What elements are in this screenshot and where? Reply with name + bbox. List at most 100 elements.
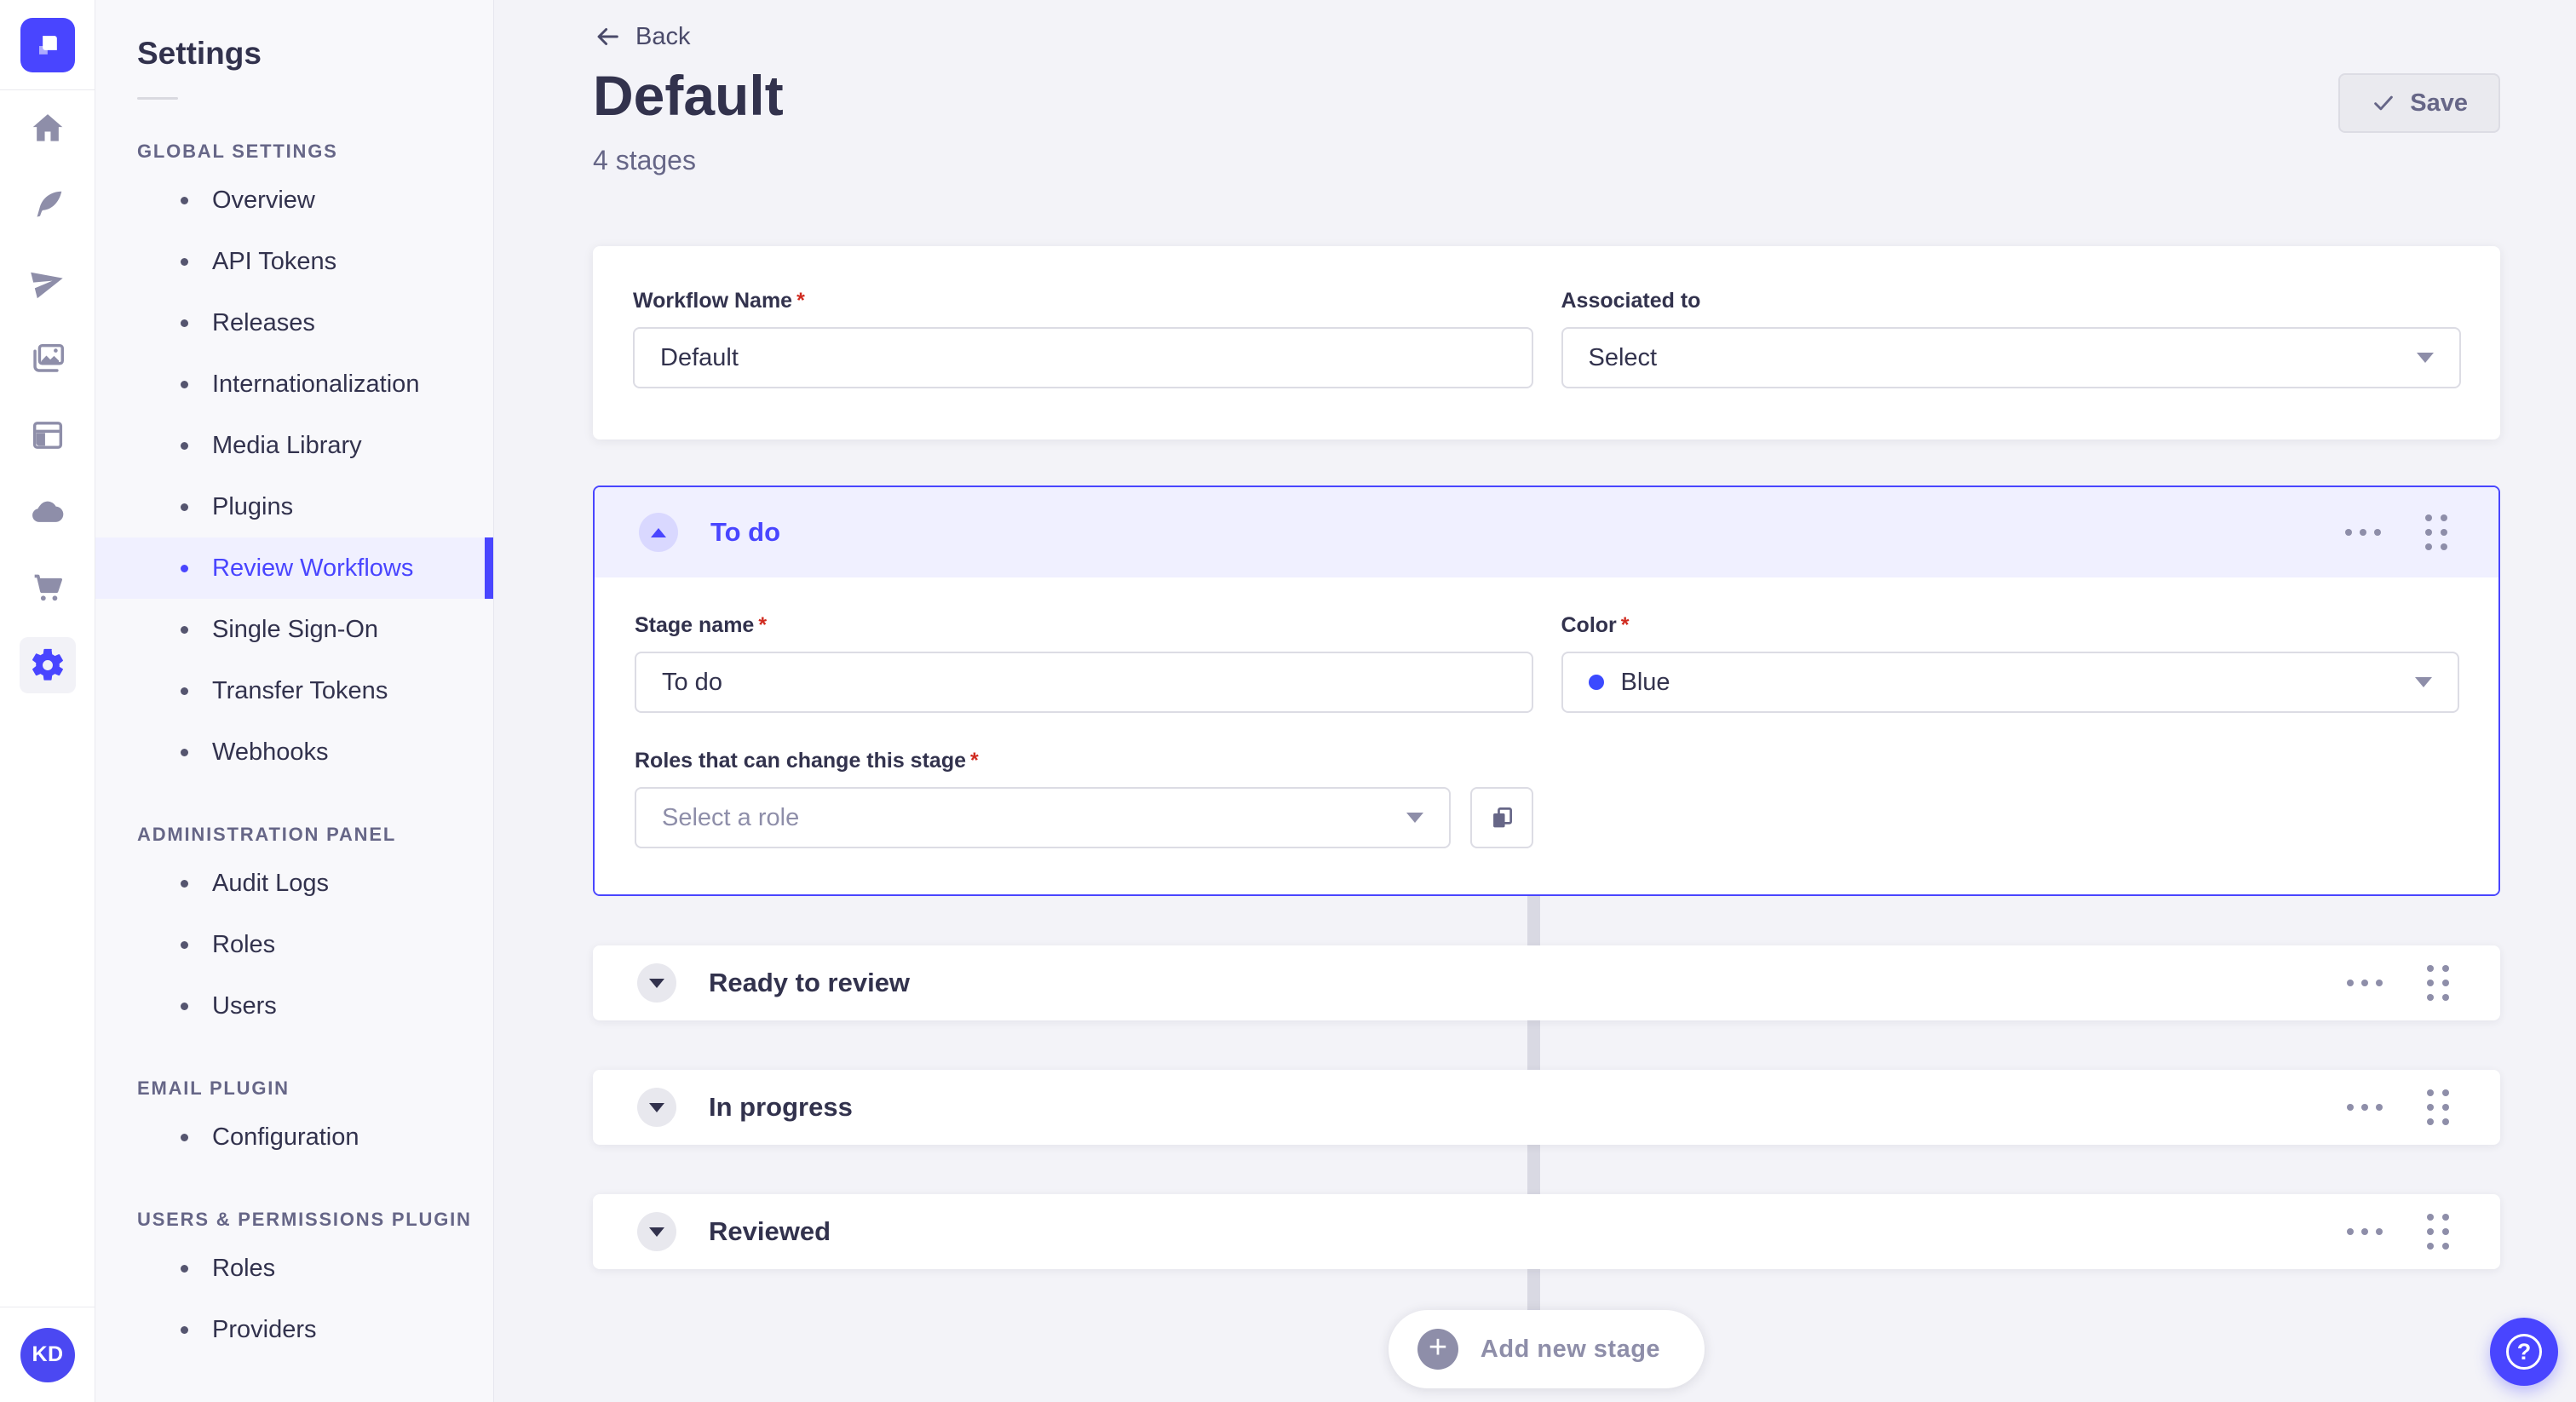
sidebar-item-review-workflows[interactable]: Review Workflows xyxy=(95,537,493,599)
stage-card-in-progress[interactable]: In progress xyxy=(593,1070,2500,1145)
section-administration-panel: ADMINISTRATION PANEL xyxy=(137,824,397,845)
add-stage-row: + Add new stage xyxy=(593,1310,2500,1388)
stage-actions xyxy=(2343,511,2451,554)
bullet-icon xyxy=(181,380,188,388)
sidebar-title: Settings xyxy=(137,36,262,71)
more-options-icon[interactable] xyxy=(2345,1221,2384,1242)
stages-section: To do Stage name Color xyxy=(593,486,2500,1388)
back-label: Back xyxy=(635,22,691,50)
bullet-icon xyxy=(181,196,188,204)
stage-color-field: Color Blue xyxy=(1561,613,2460,713)
stage-color-label: Color xyxy=(1561,613,2460,638)
sidebar-item-email-configuration[interactable]: Configuration xyxy=(95,1106,493,1168)
sidebar-item-admin-roles[interactable]: Roles xyxy=(95,914,493,975)
media-library-icon[interactable] xyxy=(0,320,95,397)
sidebar-item-media-library[interactable]: Media Library xyxy=(95,415,493,476)
stage-card-ready-to-review[interactable]: Ready to review xyxy=(593,945,2500,1020)
add-new-stage-button[interactable]: + Add new stage xyxy=(1388,1310,1705,1388)
plus-icon: + xyxy=(1417,1329,1458,1370)
sidebar-item-webhooks[interactable]: Webhooks xyxy=(95,721,493,783)
stage-title: Reviewed xyxy=(709,1216,831,1246)
chevron-up-icon xyxy=(651,527,666,537)
settings-active-tile xyxy=(19,637,76,693)
drag-handle-icon[interactable] xyxy=(2422,511,2451,554)
home-icon[interactable] xyxy=(0,90,95,167)
strapi-logo[interactable] xyxy=(20,17,75,72)
icon-rail: KD xyxy=(0,0,95,1402)
workflow-name-field: Workflow Name xyxy=(633,289,1533,388)
stage-card-reviewed[interactable]: Reviewed xyxy=(593,1194,2500,1269)
stage-roles-label: Roles that can change this stage xyxy=(635,749,1533,773)
layout-icon[interactable] xyxy=(0,397,95,474)
sidebar-item-releases[interactable]: Releases xyxy=(95,292,493,353)
section-users-permissions-plugin: USERS & PERMISSIONS PLUGIN xyxy=(137,1209,472,1230)
back-link[interactable]: Back xyxy=(593,22,690,51)
bullet-icon xyxy=(181,257,188,266)
help-button[interactable]: ? xyxy=(2490,1318,2558,1386)
chevron-down-icon xyxy=(649,1102,664,1112)
bullet-icon xyxy=(181,1264,188,1273)
sidebar-item-internationalization[interactable]: Internationalization xyxy=(95,353,493,415)
more-options-icon[interactable] xyxy=(2345,1097,2384,1118)
page-subtitle: 4 stages xyxy=(593,145,696,175)
section-global-settings: GLOBAL SETTINGS xyxy=(137,141,338,162)
sidebar-item-single-sign-on[interactable]: Single Sign-On xyxy=(95,599,493,660)
stage-todo-header[interactable]: To do xyxy=(595,487,2498,577)
stage-roles-select[interactable]: Select a role xyxy=(635,787,1451,848)
chevron-down-icon xyxy=(649,978,664,988)
bullet-icon xyxy=(181,503,188,511)
stage-name-field: Stage name xyxy=(635,613,1533,713)
bullet-icon xyxy=(181,687,188,695)
stage-name-input[interactable] xyxy=(635,652,1533,713)
chevron-down-icon xyxy=(2415,677,2432,687)
sidebar-item-plugins[interactable]: Plugins xyxy=(95,476,493,537)
cloud-icon[interactable] xyxy=(0,474,95,550)
more-options-icon[interactable] xyxy=(2345,973,2384,993)
cart-icon[interactable] xyxy=(0,550,95,627)
stage-name-label: Stage name xyxy=(635,613,1533,638)
sidebar-item-overview[interactable]: Overview xyxy=(95,170,493,231)
workflow-name-label: Workflow Name xyxy=(633,289,1533,313)
content-manager-feather-icon[interactable] xyxy=(0,167,95,244)
strapi-logo-icon xyxy=(38,35,57,55)
bullet-icon xyxy=(181,1325,188,1334)
more-options-icon[interactable] xyxy=(2343,522,2383,543)
sidebar-item-admin-users[interactable]: Users xyxy=(95,975,493,1037)
bullet-icon xyxy=(181,625,188,634)
section-email-plugin: EMAIL PLUGIN xyxy=(137,1077,290,1099)
stage-roles-field: Roles that can change this stage Select … xyxy=(635,749,1533,848)
associated-to-select[interactable]: Select xyxy=(1561,327,2461,388)
stage-color-select[interactable]: Blue xyxy=(1561,652,2459,713)
chevron-down-icon xyxy=(1406,813,1423,823)
sidebar-item-transfer-tokens[interactable]: Transfer Tokens xyxy=(95,660,493,721)
logo-block xyxy=(0,0,95,90)
stage-card-todo: To do Stage name Color xyxy=(593,486,2500,896)
sidebar-item-up-providers[interactable]: Providers xyxy=(95,1299,493,1360)
expand-stage-button[interactable] xyxy=(637,1088,676,1127)
avatar[interactable]: KD xyxy=(20,1327,75,1382)
paper-plane-icon[interactable] xyxy=(0,244,95,320)
settings-rail-item[interactable] xyxy=(0,627,95,704)
drag-handle-icon[interactable] xyxy=(2424,1086,2452,1129)
question-mark-icon: ? xyxy=(2506,1334,2542,1370)
expand-stage-button[interactable] xyxy=(637,1212,676,1251)
page-title: Default xyxy=(593,64,784,127)
collapse-stage-button[interactable] xyxy=(639,513,678,552)
stage-title: In progress xyxy=(709,1092,853,1122)
chevron-down-icon xyxy=(649,1227,664,1237)
stage-todo-body: Stage name Color Blue xyxy=(595,577,2498,894)
stage-title: Ready to review xyxy=(709,968,911,997)
sidebar-item-audit-logs[interactable]: Audit Logs xyxy=(95,853,493,914)
title-row: Default Save xyxy=(593,66,2500,133)
bullet-icon xyxy=(181,564,188,572)
expand-stage-button[interactable] xyxy=(637,963,676,1003)
bullet-icon xyxy=(181,940,188,949)
bullet-icon xyxy=(181,748,188,756)
workflow-name-input[interactable] xyxy=(633,327,1533,388)
drag-handle-icon[interactable] xyxy=(2424,1210,2452,1253)
save-button[interactable]: Save xyxy=(2338,73,2500,133)
sidebar-item-up-roles[interactable]: Roles xyxy=(95,1238,493,1299)
sidebar-item-api-tokens[interactable]: API Tokens xyxy=(95,231,493,292)
drag-handle-icon[interactable] xyxy=(2424,962,2452,1004)
duplicate-stage-button[interactable] xyxy=(1469,787,1533,848)
